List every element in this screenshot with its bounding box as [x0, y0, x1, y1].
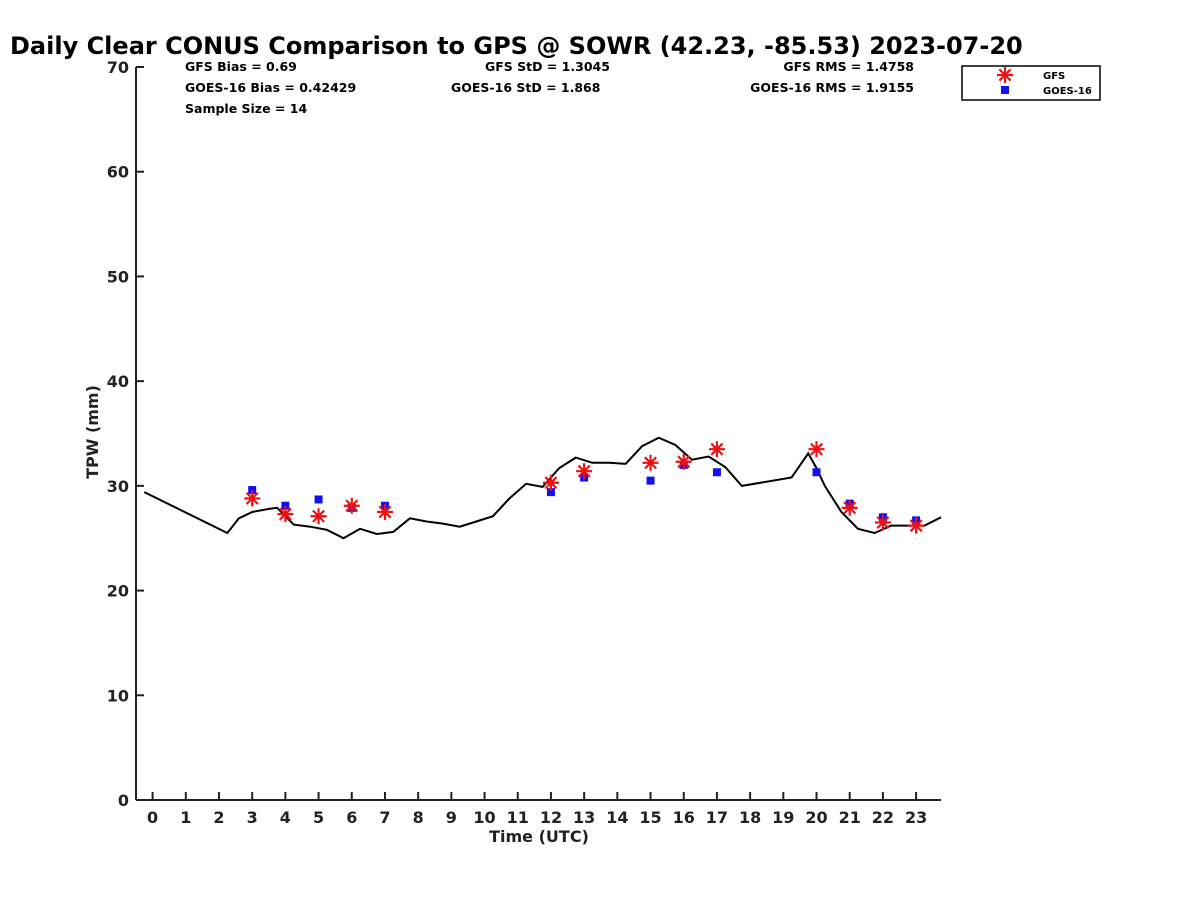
goes-std: GOES-16 StD = 1.868 — [451, 80, 600, 95]
goes16-point — [281, 501, 290, 510]
y-tick-label: 0 — [118, 791, 129, 810]
legend-box — [961, 65, 1101, 101]
gfs-std: GFS StD = 1.3045 — [485, 59, 610, 74]
gfs-point — [874, 514, 891, 531]
x-tick-label: 10 — [473, 808, 495, 827]
x-tick-label: 6 — [346, 808, 357, 827]
y-tick-label: 10 — [107, 686, 129, 705]
legend-goes-label: GOES-16 — [1043, 86, 1092, 97]
x-tick-label: 13 — [573, 808, 595, 827]
goes16-point — [712, 468, 721, 477]
goes16-point — [646, 476, 655, 485]
gfs-point — [841, 499, 858, 516]
y-tick-label: 50 — [107, 267, 129, 286]
y-tick-label: 60 — [107, 163, 129, 182]
x-tick-label: 16 — [673, 808, 695, 827]
x-tick-label: 2 — [213, 808, 224, 827]
x-tick-label: 12 — [540, 808, 562, 827]
x-tick-label: 22 — [872, 808, 894, 827]
gfs-point — [542, 474, 559, 491]
legend-goes-marker — [1001, 86, 1009, 94]
x-tick-label: 0 — [147, 808, 158, 827]
goes16-point — [812, 468, 821, 477]
chart-title: Daily Clear CONUS Comparison to GPS @ SO… — [10, 32, 1023, 60]
plot-area — [143, 436, 942, 540]
legend-gfs-label: GFS — [1043, 71, 1065, 82]
x-tick-label: 20 — [805, 808, 827, 827]
x-tick-label: 7 — [379, 808, 390, 827]
x-tick-label: 21 — [839, 808, 861, 827]
y-axis-label: TPW (mm) — [83, 385, 102, 479]
y-tick-label: 30 — [107, 477, 129, 496]
gfs-point — [576, 463, 593, 480]
goes16-point — [314, 495, 323, 504]
gfs-point — [808, 441, 825, 458]
x-tick-label: 11 — [507, 808, 529, 827]
x-tick-label: 9 — [446, 808, 457, 827]
sample-size: Sample Size = 14 — [185, 101, 307, 116]
goes-bias: GOES-16 Bias = 0.42429 — [185, 80, 356, 95]
legend-gfs-marker — [997, 67, 1013, 83]
x-ticks: 0 1 2 3 4 5 6 7 8 9 10 11 12 13 14 15 16 17 18 19 20 21 22 23 — [147, 792, 927, 827]
x-tick-label: 17 — [706, 808, 728, 827]
gfs-rms: GFS RMS = 1.4758 — [783, 59, 914, 74]
series-line — [143, 436, 942, 540]
gfs-bias: GFS Bias = 0.69 — [185, 59, 297, 74]
goes16-point — [248, 486, 257, 495]
x-tick-label: 5 — [313, 808, 324, 827]
gfs-point — [244, 490, 261, 507]
x-tick-label: 15 — [639, 808, 661, 827]
y-tick-label: 70 — [107, 58, 129, 77]
x-tick-label: 1 — [180, 808, 191, 827]
legend-goes-square — [1001, 86, 1009, 94]
x-tick-label: 23 — [905, 808, 927, 827]
legend: GFS GOES-16 — [961, 65, 1101, 101]
gfs-point — [376, 504, 393, 521]
gfs-point — [908, 517, 925, 534]
stats-block: GFS Bias = 0.69 GOES-16 Bias = 0.42429 S… — [185, 59, 914, 116]
x-tick-label: 4 — [280, 808, 291, 827]
x-axis-label: Time (UTC) — [489, 827, 589, 846]
goes-rms: GOES-16 RMS = 1.9155 — [750, 80, 914, 95]
goes16-point — [546, 488, 555, 497]
x-tick-label: 14 — [606, 808, 628, 827]
x-tick-label: 18 — [739, 808, 761, 827]
gfs-point — [708, 441, 725, 458]
y-ticks: 0 10 20 30 40 50 60 70 — [107, 58, 144, 810]
axes — [135, 67, 941, 801]
x-tick-label: 3 — [247, 808, 258, 827]
x-tick-label: 8 — [413, 808, 424, 827]
gfs-point — [310, 508, 327, 525]
y-tick-label: 20 — [107, 582, 129, 601]
gfs-point — [675, 453, 692, 470]
x-tick-label: 19 — [772, 808, 794, 827]
y-tick-label: 40 — [107, 372, 129, 391]
gfs-point — [642, 454, 659, 471]
gfs-point — [343, 497, 360, 514]
gfs-point — [277, 506, 294, 523]
